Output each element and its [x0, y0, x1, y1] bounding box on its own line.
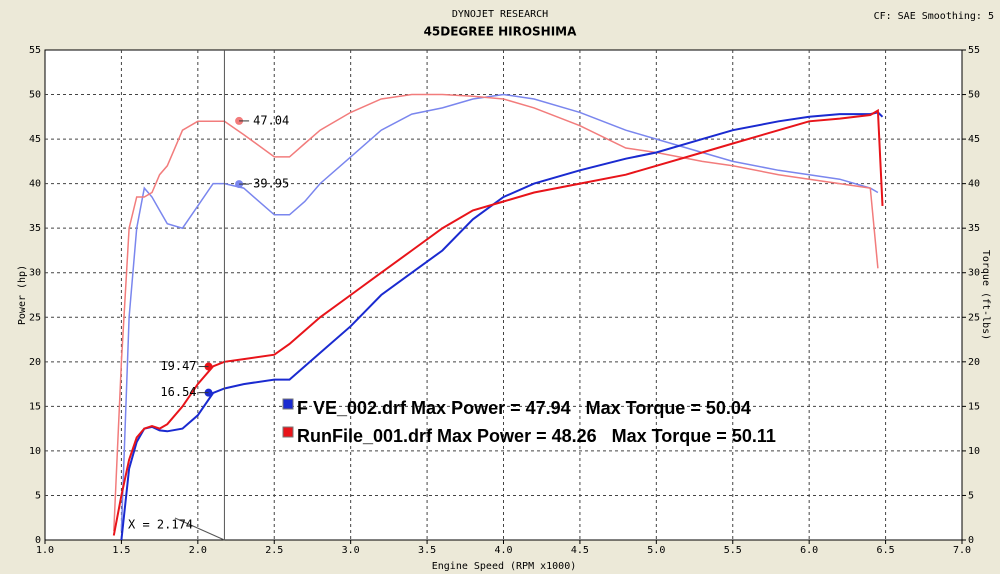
y-tick-label: 35 — [29, 223, 41, 234]
y-tick-label: 20 — [29, 357, 41, 368]
cursor-leader — [174, 517, 225, 541]
y2-tick-label: 35 — [968, 223, 980, 234]
y2-tick-label: 5 — [968, 490, 974, 501]
y-tick-label: 5 — [35, 490, 41, 501]
y-tick-label: 25 — [29, 312, 41, 323]
y-tick-label: 15 — [29, 401, 41, 412]
y2-tick-label: 40 — [968, 179, 980, 190]
y2-tick-label: 55 — [968, 45, 980, 56]
y-tick-label: 40 — [29, 179, 41, 190]
y2-tick-label: 50 — [968, 90, 980, 101]
chart-title: 45DEGREE HIROSHIMA — [424, 25, 578, 39]
power-line — [112, 108, 884, 536]
x-tick-label: 3.0 — [342, 545, 360, 556]
legend-label: RunFile_001.drf Max Power = 48.26 Max To… — [297, 426, 776, 446]
legend-swatch — [282, 426, 294, 438]
marker-label: 19.47 — [160, 359, 196, 373]
x-tick-label: 1.5 — [112, 545, 130, 556]
y2-tick-label: 20 — [968, 357, 980, 368]
y2-tick-label: 25 — [968, 312, 980, 323]
settings-label: CF: SAE Smoothing: 5 — [874, 11, 994, 22]
header: DYNOJET RESEARCH — [452, 9, 548, 20]
legend-label: F VE_002.drf Max Power = 47.94 Max Torqu… — [297, 398, 751, 418]
x-axis-label: Engine Speed (RPM x1000) — [432, 561, 577, 572]
x-tick-label: 1.0 — [36, 545, 54, 556]
y2-tick-label: 15 — [968, 401, 980, 412]
torque-line — [113, 93, 879, 532]
marker-label: 16.54 — [160, 385, 196, 399]
power-line — [120, 111, 884, 541]
legend-swatch — [282, 398, 294, 410]
x-tick-label: 7.0 — [953, 545, 971, 556]
y-tick-label: 50 — [29, 90, 41, 101]
x-tick-label: 4.5 — [571, 545, 589, 556]
x-tick-label: 5.0 — [647, 545, 665, 556]
marker-label: 47.04 — [253, 113, 289, 127]
x-tick-label: 6.5 — [877, 545, 895, 556]
y-tick-label: 10 — [29, 446, 41, 457]
x-tick-label: 6.0 — [800, 545, 818, 556]
x-tick-label: 3.5 — [418, 545, 436, 556]
marker-label: 39.95 — [253, 177, 289, 191]
y-tick-label: 0 — [35, 535, 41, 546]
x-tick-label: 2.5 — [265, 545, 283, 556]
y-axis-label: Power (hp) — [17, 265, 28, 325]
torque-line — [120, 93, 879, 532]
x-tick-label: 4.0 — [494, 545, 512, 556]
y2-tick-label: 0 — [968, 535, 974, 546]
y-tick-label: 45 — [29, 134, 41, 145]
y2-tick-label: 10 — [968, 446, 980, 457]
cursor-label: X = 2.174 — [128, 518, 193, 532]
y-tick-label: 30 — [29, 268, 41, 279]
y2-axis-label: Torque (ft-lbs) — [980, 250, 991, 340]
x-tick-label: 2.0 — [189, 545, 207, 556]
y-tick-label: 55 — [29, 45, 41, 56]
x-tick-label: 5.5 — [724, 545, 742, 556]
y2-tick-label: 30 — [968, 268, 980, 279]
y2-tick-label: 45 — [968, 134, 980, 145]
